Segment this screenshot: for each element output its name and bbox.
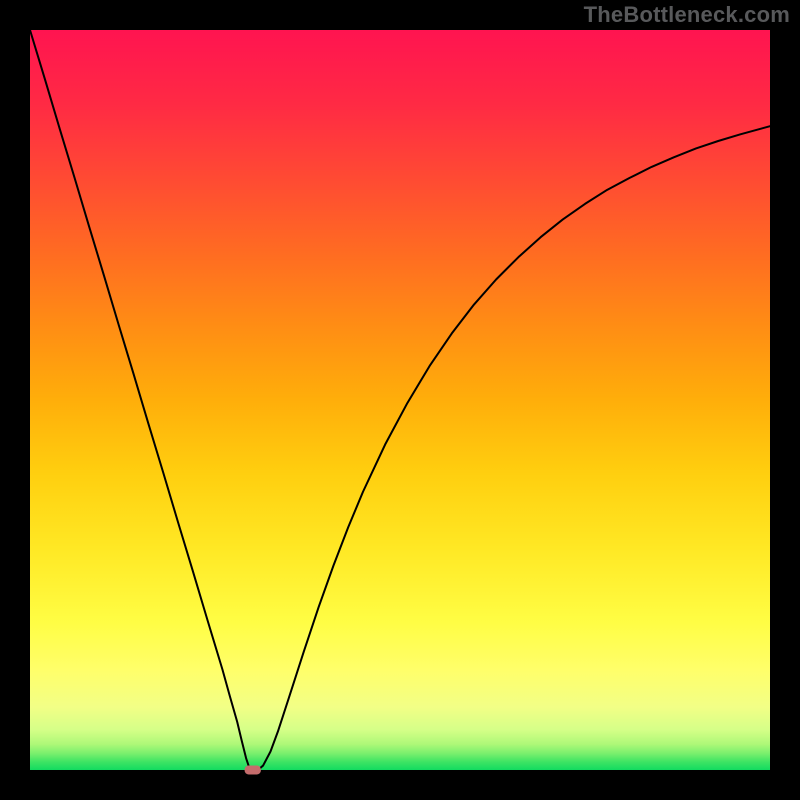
watermark-text: TheBottleneck.com [584,2,790,28]
bottleneck-marker [245,766,261,775]
chart-container: { "watermark": { "text": "TheBottleneck.… [0,0,800,800]
chart-svg [0,0,800,800]
